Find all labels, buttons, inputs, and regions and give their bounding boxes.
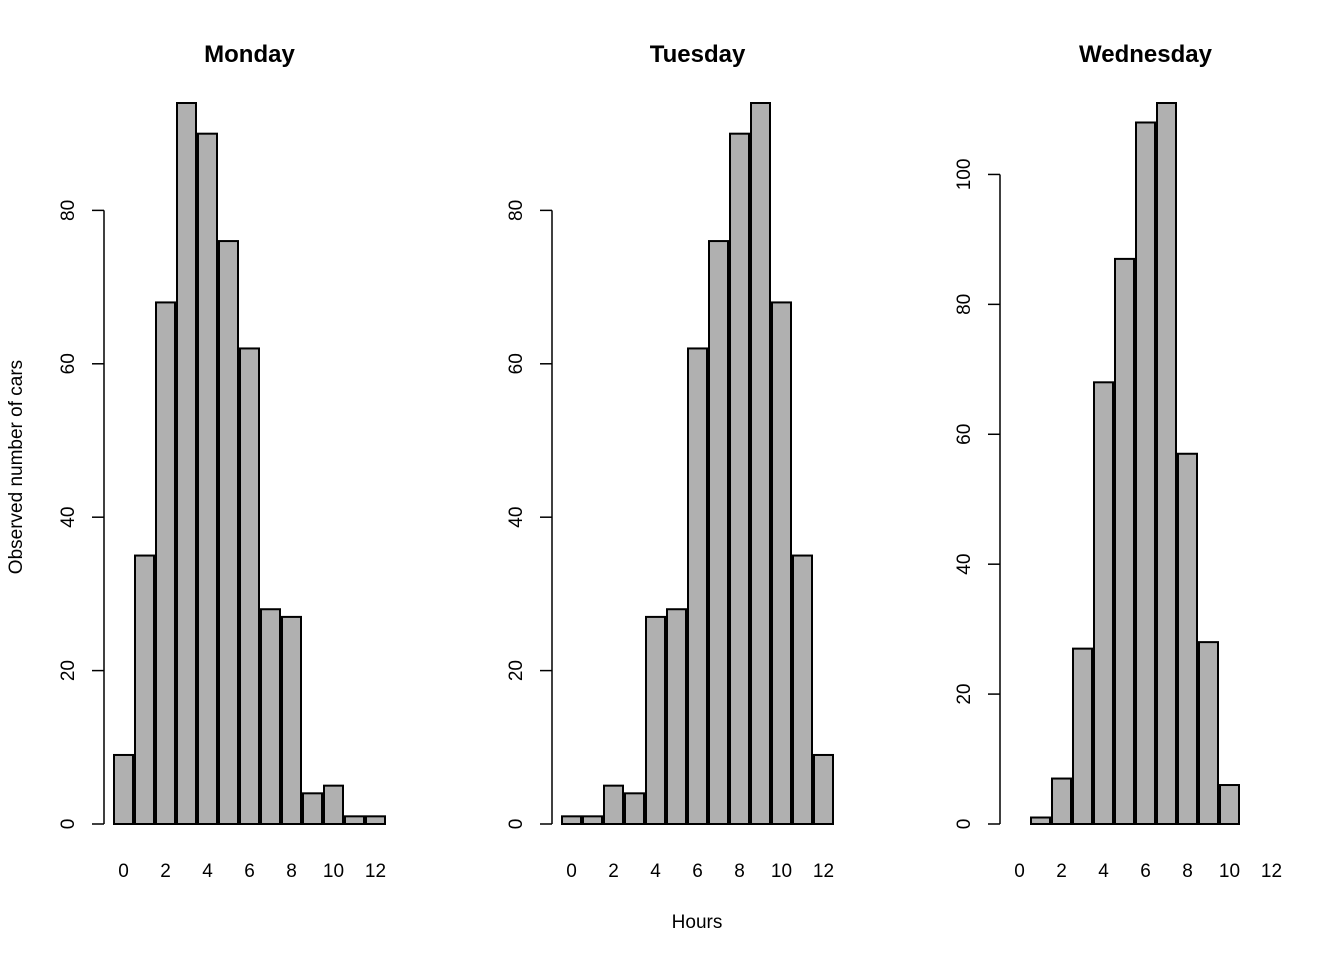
bar-monday-0 xyxy=(113,753,134,825)
bar-wednesday-6 xyxy=(1135,121,1156,825)
bar-monday-4 xyxy=(197,132,218,825)
x-tick-label-monday-12: 12 xyxy=(365,861,386,882)
x-tick-label-tuesday-10: 10 xyxy=(771,861,792,882)
bar-monday-5 xyxy=(218,240,239,825)
x-tick-label-monday-2: 2 xyxy=(160,861,171,882)
bar-tuesday-0 xyxy=(561,815,582,825)
y-tick-label-wednesday-40: 40 xyxy=(954,554,975,575)
bar-tuesday-11 xyxy=(792,554,813,825)
x-tick-label-wednesday-6: 6 xyxy=(1140,861,1151,882)
bar-monday-2 xyxy=(155,301,176,825)
chart-title-wednesday: Wednesday xyxy=(1079,41,1213,68)
bar-monday-8 xyxy=(281,615,302,825)
bar-tuesday-4 xyxy=(645,615,666,825)
bar-wednesday-1 xyxy=(1030,816,1051,826)
x-tick-label-wednesday-10: 10 xyxy=(1219,861,1240,882)
bar-tuesday-2 xyxy=(603,784,624,825)
x-axis-label: Hours xyxy=(672,912,723,933)
bar-wednesday-8 xyxy=(1177,452,1198,825)
bar-tuesday-8 xyxy=(729,132,750,825)
bar-wednesday-2 xyxy=(1051,777,1072,826)
y-tick-label-wednesday-100: 100 xyxy=(954,159,975,191)
bar-wednesday-10 xyxy=(1219,784,1240,826)
panel-tuesday: Tuesday 0 20 40 60 80 0 2 4 6 8 10 12 xyxy=(506,41,834,882)
chart-title-tuesday: Tuesday xyxy=(650,41,746,68)
y-tick-label-tuesday-60: 60 xyxy=(506,353,527,374)
y-tick-label-monday-20: 20 xyxy=(58,660,79,681)
panel-monday: Monday 0 20 40 60 80 0 2 4 6 8 10 12 xyxy=(58,41,386,882)
y-tick-label-wednesday-0: 0 xyxy=(954,819,975,830)
x-tick-label-monday-8: 8 xyxy=(286,861,297,882)
bar-wednesday-4 xyxy=(1093,381,1114,825)
panel-wednesday: Wednesday 0 20 40 60 80 100 0 2 4 6 8 10 12 xyxy=(954,41,1282,882)
bar-tuesday-7 xyxy=(708,240,729,825)
bar-monday-7 xyxy=(260,608,281,826)
x-tick-label-monday-6: 6 xyxy=(244,861,255,882)
bar-tuesday-6 xyxy=(687,347,708,825)
x-tick-label-monday-10: 10 xyxy=(323,861,344,882)
y-tick-label-tuesday-20: 20 xyxy=(506,660,527,681)
y-tick-label-wednesday-80: 80 xyxy=(954,294,975,315)
x-tick-label-tuesday-6: 6 xyxy=(692,861,703,882)
bar-wednesday-5 xyxy=(1114,257,1135,825)
x-tick-label-wednesday-0: 0 xyxy=(1014,861,1025,882)
y-tick-label-monday-60: 60 xyxy=(58,353,79,374)
y-tick-label-monday-80: 80 xyxy=(58,200,79,221)
bar-tuesday-10 xyxy=(771,301,792,825)
y-tick-label-tuesday-0: 0 xyxy=(506,819,527,830)
bar-tuesday-3 xyxy=(624,792,645,826)
bar-tuesday-12 xyxy=(813,753,834,825)
y-tick-label-monday-0: 0 xyxy=(58,819,79,830)
x-tick-label-monday-0: 0 xyxy=(118,861,129,882)
x-tick-label-tuesday-8: 8 xyxy=(734,861,745,882)
bar-tuesday-5 xyxy=(666,608,687,826)
bar-wednesday-7 xyxy=(1156,102,1177,825)
x-tick-label-tuesday-4: 4 xyxy=(650,861,661,882)
bar-monday-3 xyxy=(176,102,197,825)
bar-monday-1 xyxy=(134,554,155,825)
y-tick-label-wednesday-60: 60 xyxy=(954,424,975,445)
y-axis-label: Observed number of cars xyxy=(6,360,27,574)
bar-monday-6 xyxy=(239,347,260,825)
y-tick-label-tuesday-40: 40 xyxy=(506,507,527,528)
x-tick-label-wednesday-4: 4 xyxy=(1098,861,1109,882)
x-tick-label-tuesday-2: 2 xyxy=(608,861,619,882)
bar-tuesday-9 xyxy=(750,102,771,825)
bar-tuesday-1 xyxy=(582,815,603,825)
x-tick-label-wednesday-12: 12 xyxy=(1261,861,1282,882)
y-tick-label-tuesday-80: 80 xyxy=(506,200,527,221)
bar-monday-10 xyxy=(323,784,344,825)
x-tick-label-wednesday-2: 2 xyxy=(1056,861,1067,882)
x-tick-label-wednesday-8: 8 xyxy=(1182,861,1193,882)
chart-title-monday: Monday xyxy=(204,41,295,68)
bar-monday-11 xyxy=(344,815,365,825)
y-tick-label-monday-40: 40 xyxy=(58,507,79,528)
bar-monday-12 xyxy=(365,815,386,825)
bar-wednesday-3 xyxy=(1072,647,1093,826)
x-tick-label-monday-4: 4 xyxy=(202,861,213,882)
bar-wednesday-9 xyxy=(1198,641,1219,825)
bar-monday-9 xyxy=(302,792,323,826)
y-tick-label-wednesday-20: 20 xyxy=(954,684,975,705)
x-tick-label-tuesday-0: 0 xyxy=(566,861,577,882)
x-tick-label-tuesday-12: 12 xyxy=(813,861,834,882)
